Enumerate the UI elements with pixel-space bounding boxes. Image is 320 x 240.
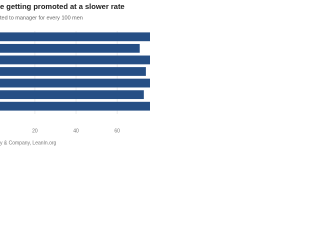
x-tick-label: 20 — [32, 128, 38, 134]
chart-source: y & Company, LeanIn.org — [0, 140, 57, 146]
bar — [0, 101, 150, 111]
bar — [0, 67, 146, 76]
chart: e getting promoted at a slower rate ted … — [0, 2, 150, 146]
bar — [0, 78, 150, 88]
x-tick-label: 60 — [114, 128, 120, 134]
bar — [0, 32, 150, 42]
bar — [0, 90, 144, 100]
chart-title: e getting promoted at a slower rate — [0, 2, 125, 11]
chart-subtitle: ted to manager for every 100 men — [0, 15, 83, 21]
x-tick-label: 40 — [73, 128, 79, 134]
bar — [0, 43, 140, 53]
bar — [0, 55, 150, 65]
